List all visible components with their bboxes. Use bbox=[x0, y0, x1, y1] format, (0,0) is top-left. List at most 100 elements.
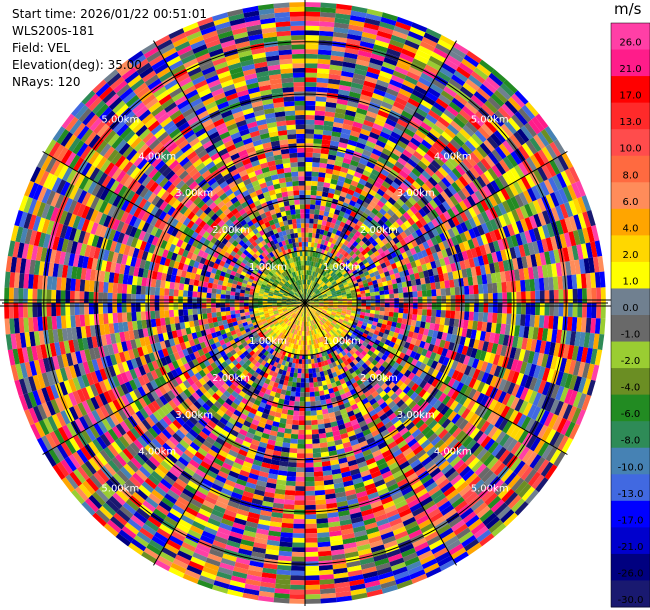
range-gate bbox=[326, 216, 333, 223]
range-gate bbox=[336, 271, 342, 277]
range-gate bbox=[333, 268, 339, 274]
range-gate bbox=[538, 277, 545, 291]
range-gate bbox=[441, 62, 457, 75]
range-gate bbox=[392, 267, 399, 274]
range-gate bbox=[354, 146, 364, 154]
range-gate bbox=[425, 262, 433, 271]
range-gate bbox=[574, 259, 581, 275]
range-gate bbox=[351, 155, 361, 163]
range-gate bbox=[308, 290, 312, 295]
range-gate bbox=[451, 74, 466, 87]
range-gate bbox=[566, 275, 573, 290]
range-gate bbox=[438, 94, 452, 106]
range-gate bbox=[307, 270, 311, 276]
range-gate bbox=[482, 283, 489, 294]
range-gate bbox=[559, 233, 568, 249]
range-gate bbox=[317, 68, 330, 74]
range-gate bbox=[577, 303, 583, 318]
range-gate bbox=[368, 284, 374, 290]
range-gate bbox=[314, 277, 318, 283]
range-gate bbox=[306, 274, 308, 280]
range-gate bbox=[377, 282, 384, 288]
range-gate bbox=[297, 443, 305, 449]
range-gate bbox=[369, 253, 376, 260]
range-gate bbox=[338, 283, 344, 288]
range-gate bbox=[355, 59, 370, 67]
range-gate bbox=[384, 260, 391, 267]
range-gate bbox=[317, 285, 322, 290]
range-gate bbox=[487, 96, 502, 111]
range-gate bbox=[417, 45, 434, 56]
range-gate bbox=[406, 35, 422, 46]
range-gate bbox=[374, 243, 382, 251]
range-gate bbox=[520, 314, 526, 327]
range-gate bbox=[305, 472, 315, 477]
range-gate bbox=[532, 240, 540, 255]
range-gate bbox=[305, 519, 317, 524]
range-gate bbox=[392, 70, 407, 80]
range-gate bbox=[445, 247, 453, 257]
range-gate bbox=[341, 186, 349, 194]
range-gate bbox=[479, 264, 487, 276]
range-gate bbox=[329, 207, 336, 214]
range-gate bbox=[510, 234, 519, 247]
range-gate bbox=[386, 264, 393, 271]
range-gate bbox=[279, 536, 293, 543]
range-gate bbox=[309, 300, 315, 302]
range-gate bbox=[350, 195, 359, 203]
range-gate bbox=[466, 50, 482, 64]
ray bbox=[305, 79, 518, 303]
range-gate bbox=[469, 294, 475, 303]
range-gate bbox=[401, 203, 410, 212]
range-gate bbox=[292, 547, 305, 553]
range-gate bbox=[310, 190, 317, 196]
range-gate bbox=[314, 395, 321, 402]
range-gate bbox=[305, 6, 321, 12]
range-gate bbox=[382, 96, 395, 106]
range-gate bbox=[528, 215, 538, 229]
range-gate bbox=[411, 89, 425, 100]
range-gate bbox=[371, 240, 379, 247]
range-gate bbox=[459, 260, 466, 270]
range-gate bbox=[312, 438, 320, 444]
range-gate bbox=[354, 264, 361, 270]
range-gate bbox=[399, 169, 409, 179]
range-gate bbox=[506, 223, 516, 237]
range-gate bbox=[322, 293, 327, 297]
range-gate bbox=[335, 278, 341, 283]
range-gate bbox=[545, 194, 556, 209]
range-gate bbox=[316, 87, 328, 93]
range-gate bbox=[365, 306, 371, 310]
range-gate bbox=[516, 303, 522, 315]
range-gate bbox=[318, 35, 333, 42]
range-gate bbox=[490, 93, 505, 107]
range-gate bbox=[541, 164, 553, 180]
range-gate bbox=[286, 471, 297, 477]
range-gate bbox=[317, 253, 321, 259]
range-gate bbox=[285, 419, 293, 425]
range-gate bbox=[335, 155, 344, 163]
range-gate bbox=[316, 272, 320, 278]
range-gate bbox=[343, 212, 350, 220]
range-gate bbox=[352, 234, 359, 241]
range-gate bbox=[542, 210, 551, 225]
range-gate bbox=[419, 257, 426, 266]
range-gate bbox=[383, 122, 395, 132]
range-gate bbox=[383, 311, 390, 317]
range-gate bbox=[305, 143, 314, 149]
range-gate bbox=[316, 243, 321, 249]
range-gate bbox=[572, 303, 578, 318]
range-gate bbox=[411, 222, 420, 232]
range-gate bbox=[299, 401, 305, 407]
range-gate bbox=[461, 105, 475, 118]
range-gate bbox=[324, 206, 331, 213]
range-gate bbox=[558, 188, 569, 204]
range-gate bbox=[522, 189, 533, 204]
range-gate bbox=[357, 137, 368, 145]
range-gate bbox=[348, 256, 354, 263]
range-gate bbox=[444, 317, 450, 326]
range-gate bbox=[403, 220, 412, 229]
range-gate bbox=[412, 291, 418, 298]
range-gate bbox=[316, 518, 329, 524]
range-gate bbox=[501, 281, 507, 293]
